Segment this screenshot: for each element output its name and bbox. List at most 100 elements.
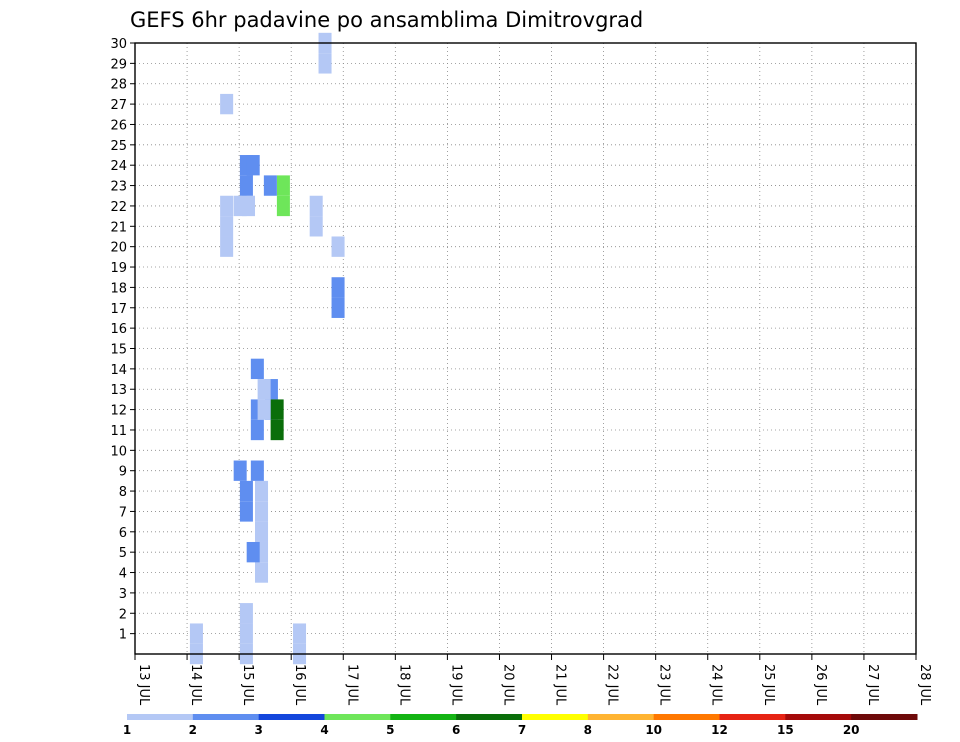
x-tick-label: 19 JUL [448,664,463,706]
x-tick-label: 25 JUL [761,664,776,706]
y-tick-label: 5 [119,546,127,561]
legend-label: 6 [452,723,460,737]
legend-swatch [522,714,589,720]
x-axis: 13 JUL 14 JUL 15 JUL 16 JUL 17 JUL 18 JUL 19 J… [134,654,932,706]
legend-label: 2 [189,723,197,737]
data-cell [239,480,253,502]
legend-label: 8 [584,723,592,737]
data-cell [263,175,277,196]
data-cell [270,419,284,441]
y-tick-label: 7 [119,505,127,520]
x-tick-label: 28 JUL [917,664,932,706]
y-tick-label: 27 [110,98,127,113]
legend-label: 5 [386,723,394,737]
data-cell [331,297,345,318]
y-tick-label: 9 [119,465,127,480]
data-cell [255,501,269,522]
data-cell [246,155,260,176]
data-cell [257,399,271,420]
y-tick-label: 3 [119,587,127,602]
y-tick-label: 25 [110,139,127,154]
x-tick-label: 24 JUL [709,664,724,706]
x-tick-label: 14 JUL [188,664,203,706]
x-tick-label: 15 JUL [240,664,255,706]
legend-swatch [456,714,523,720]
data-cell [239,175,253,196]
legend-swatch [192,714,260,720]
data-cell [239,501,253,522]
data-cell [309,216,323,237]
data-cell [309,195,323,217]
x-tick-label: 26 JUL [813,664,828,706]
data-cell [220,195,234,217]
legend-swatch [587,714,655,720]
y-tick-label: 22 [110,200,127,215]
data-cell [239,603,253,624]
data-cell [250,460,264,481]
data-cell [246,541,260,563]
y-tick-label: 16 [110,322,127,337]
legend-label: 20 [843,723,860,737]
x-tick-label: 20 JUL [500,664,515,706]
data-cell [255,521,269,542]
data-cell [220,236,234,257]
y-tick-label: 26 [110,118,127,133]
x-tick-label: 23 JUL [657,664,672,706]
legend-label: 4 [320,723,328,737]
data-cell [331,277,345,298]
data-cell [331,236,345,257]
data-cell [241,195,256,217]
x-tick-label: 17 JUL [344,664,359,706]
y-tick-label: 1 [119,628,127,643]
data-cell [276,195,290,217]
y-axis: 1234567891011121314151617181920212223242… [110,37,135,643]
legend-swatch [258,714,325,720]
y-tick-label: 28 [110,78,127,93]
data-cell [189,623,203,644]
y-tick-label: 6 [119,526,127,541]
y-tick-label: 10 [110,444,127,459]
data-cell [318,53,332,74]
y-tick-label: 4 [119,567,127,582]
x-tick-label: 22 JUL [605,664,620,706]
data-cell [250,358,264,380]
chart-title: GEFS 6hr padavine po ansamblima Dimitrov… [130,8,643,32]
data-cell [250,419,264,441]
legend-swatch [851,714,918,720]
y-tick-label: 20 [110,241,127,256]
data-cell [276,175,290,196]
data-cell [255,480,269,502]
x-tick-label: 13 JUL [136,664,151,706]
legend-label: 3 [254,723,262,737]
data-cell [257,379,271,400]
legend-label: 12 [711,723,728,737]
y-tick-label: 29 [110,57,127,72]
y-tick-label: 21 [110,220,127,235]
y-tick-label: 23 [110,180,127,195]
legend-label: 15 [777,723,794,737]
legend-swatch [390,714,457,720]
y-tick-label: 2 [119,607,127,622]
y-tick-label: 8 [119,485,127,500]
legend-swatch [324,714,391,720]
y-tick-label: 30 [110,37,127,52]
data-cell [239,623,253,644]
legend-swatch [719,714,786,720]
legend-label: 10 [645,723,662,737]
y-tick-label: 15 [110,343,127,358]
legend-swatch [785,714,852,720]
data-cells [189,32,345,665]
legend-label: 7 [518,723,526,737]
data-cell [255,562,269,583]
data-cell [233,460,247,481]
x-tick-label: 16 JUL [292,664,307,706]
legend-label: 1 [123,723,131,737]
data-cell [220,216,234,237]
data-cell [293,623,307,644]
y-tick-label: 12 [110,404,127,419]
color-legend: 1 2 3 4 5 6 7 8 10 12 15 20 [123,714,918,737]
y-tick-label: 17 [110,302,127,317]
y-tick-label: 19 [110,261,127,276]
y-tick-label: 24 [110,159,127,174]
